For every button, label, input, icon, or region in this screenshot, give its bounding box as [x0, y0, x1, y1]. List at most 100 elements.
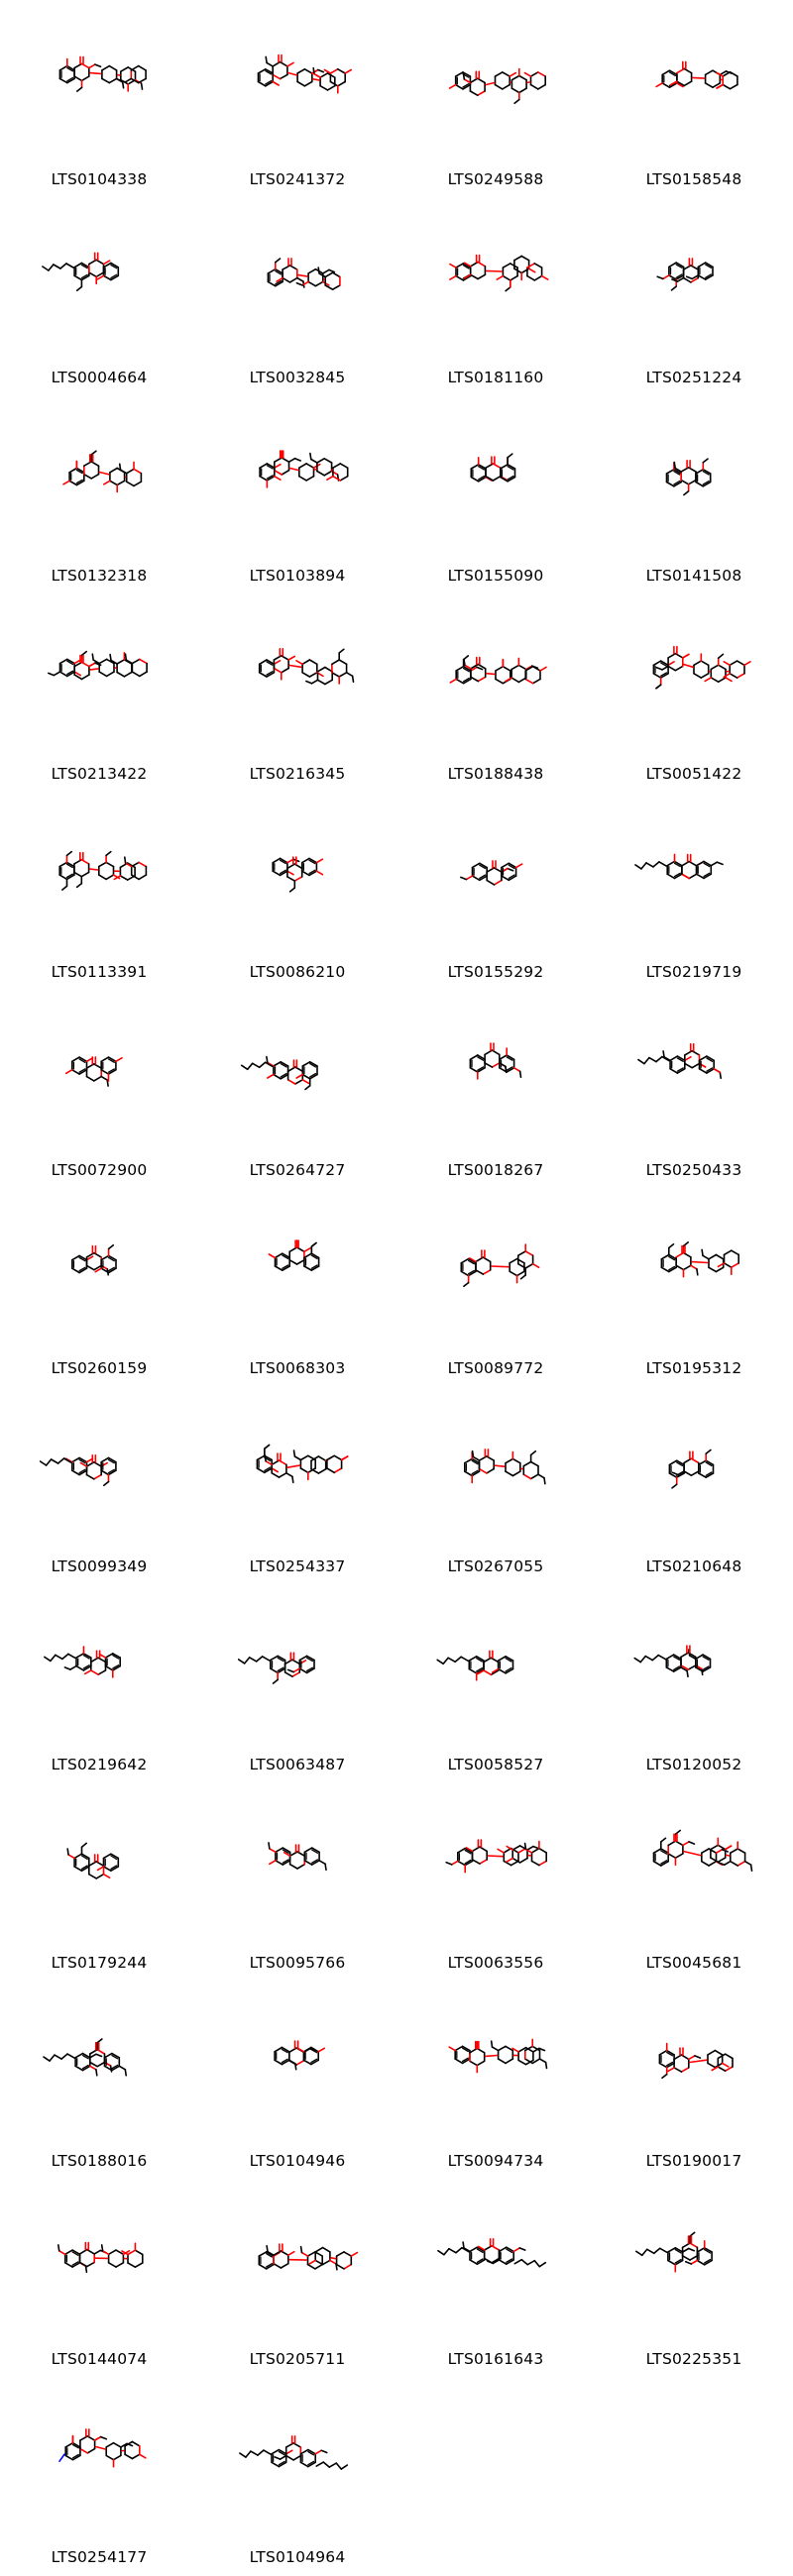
molecule-id-label: LTS0205711: [249, 2350, 346, 2368]
molecule-cell: LTS0188016: [0, 1982, 198, 2180]
molecule-id-label: LTS0225351: [645, 2350, 742, 2368]
molecule-id-label: LTS0216345: [249, 765, 346, 783]
molecule-id-label: LTS0072900: [51, 1161, 148, 1179]
molecule-id-label: LTS0103894: [249, 567, 346, 585]
molecule-cell: LTS0155090: [396, 396, 595, 594]
molecule-cell: LTS0132318: [0, 396, 198, 594]
molecule-id-label: LTS0155292: [447, 963, 544, 981]
molecule-structure: [256, 1444, 349, 1484]
molecule-structure: [42, 252, 120, 291]
molecule-id-label: LTS0219642: [51, 1756, 148, 1773]
molecule-id-label: LTS0264727: [249, 1161, 346, 1179]
molecule-structure: [634, 853, 724, 880]
molecule-cell: LTS0089772: [396, 1189, 595, 1387]
molecule-cell: LTS0086210: [198, 793, 396, 991]
molecule-cell: LTS0216345: [198, 594, 396, 793]
molecule-id-label: LTS0181160: [447, 369, 544, 386]
molecule-structure: [257, 54, 352, 94]
molecule-id-label: LTS0260159: [51, 1359, 148, 1377]
molecule-id-label: LTS0219719: [645, 963, 742, 981]
molecule-id-label: LTS0099349: [51, 1557, 148, 1575]
molecule-cell: LTS0072900: [0, 991, 198, 1189]
molecule-cell: LTS0161643: [396, 2180, 595, 2378]
molecule-id-label: LTS0213422: [51, 765, 148, 783]
molecule-structure: [460, 860, 523, 886]
molecule-structure: [448, 67, 546, 104]
molecule-id-label: LTS0089772: [447, 1359, 544, 1377]
molecule-cell: LTS0104946: [198, 1982, 396, 2180]
molecule-id-label: LTS0210648: [645, 1557, 742, 1575]
molecule-id-label: LTS0045681: [645, 1954, 742, 1972]
molecule-id-label: LTS0063556: [447, 1954, 544, 1972]
molecule-cell: LTS0068303: [198, 1189, 396, 1387]
molecule-cell: LTS0004664: [0, 198, 198, 396]
molecule-id-label: LTS0251224: [645, 369, 742, 386]
molecule-structure: [57, 2241, 144, 2274]
molecule-id-label: LTS0254337: [249, 1557, 346, 1575]
molecule-structure: [634, 2231, 713, 2273]
molecule-cell: LTS0099349: [0, 1387, 198, 1585]
molecule-cell: LTS0254337: [198, 1387, 396, 1585]
molecule-structure: [237, 1652, 315, 1684]
molecule-structure: [464, 1449, 546, 1485]
molecule-cell: LTS0179244: [0, 1783, 198, 1982]
molecule-id-label: LTS0051422: [645, 765, 742, 783]
molecule-id-label: LTS0094734: [447, 2152, 544, 2170]
molecule-cell: LTS0181160: [396, 198, 595, 396]
molecule-id-label: LTS0179244: [51, 1954, 148, 1972]
molecule-structure: [71, 1243, 117, 1276]
molecule-id-label: LTS0058527: [447, 1756, 544, 1773]
molecule-structure: [652, 645, 751, 690]
molecule-cell: LTS0104964: [198, 2378, 396, 2576]
molecule-cell: LTS0103894: [198, 396, 396, 594]
molecule-structure: [665, 458, 712, 496]
molecule-structure: [274, 2040, 326, 2071]
molecule-cell: LTS0219642: [0, 1585, 198, 1783]
molecule-cell: LTS0260159: [0, 1189, 198, 1387]
molecule-id-label: LTS0104338: [51, 170, 148, 188]
molecule-id-label: LTS0144074: [51, 2350, 148, 2368]
molecule-structure: [655, 60, 738, 90]
molecule-cell: LTS0210648: [595, 1387, 793, 1585]
molecule-cell: LTS0155292: [396, 793, 595, 991]
molecule-cell: LTS0225351: [595, 2180, 793, 2378]
molecule-id-label: LTS0018267: [447, 1161, 544, 1179]
molecule-id-label: LTS0254177: [51, 2548, 148, 2566]
molecule-structure: [470, 453, 516, 483]
molecule-structure: [633, 1645, 712, 1678]
molecule-id-label: LTS0120052: [645, 1756, 742, 1773]
molecule-id-label: LTS0095766: [249, 1954, 346, 1972]
molecule-structure: [240, 1055, 318, 1091]
molecule-id-label: LTS0104964: [249, 2548, 346, 2566]
molecule-cell: LTS0095766: [198, 1783, 396, 1982]
molecule-structure: [448, 2038, 548, 2074]
molecule-cell: LTS0063556: [396, 1783, 595, 1982]
molecule-cell: LTS0190017: [595, 1982, 793, 2180]
molecule-cell: LTS0213422: [0, 594, 198, 793]
molecule-id-label: LTS0249588: [447, 170, 544, 188]
molecule-structure: [62, 450, 143, 493]
molecule-structure: [47, 650, 148, 681]
molecule-structure: [43, 2038, 127, 2077]
molecule-structure: [268, 1842, 327, 1872]
molecule-structure: [460, 1243, 540, 1288]
molecule-cell: LTS0241372: [198, 0, 396, 198]
molecule-structure: [658, 2042, 734, 2080]
molecule-structure: [58, 850, 148, 891]
molecule-cell: LTS0267055: [396, 1387, 595, 1585]
molecule-structure: [469, 1042, 522, 1080]
molecule-cell: LTS0251224: [595, 198, 793, 396]
molecule-cell: LTS0250433: [595, 991, 793, 1189]
molecule-structure: [272, 856, 324, 893]
molecule-structure: [668, 1449, 715, 1489]
molecule-cell: LTS0032845: [198, 198, 396, 396]
molecule-id-label: LTS0032845: [249, 369, 346, 386]
molecule-structure: [258, 647, 355, 686]
molecule-id-label: LTS0190017: [645, 2152, 742, 2170]
molecule-cell: LTS0144074: [0, 2180, 198, 2378]
molecule-id-label: LTS0250433: [645, 1161, 742, 1179]
molecule-structure: [66, 1842, 120, 1879]
molecule-cell: LTS0264727: [198, 991, 396, 1189]
molecule-structure: [445, 1839, 547, 1874]
